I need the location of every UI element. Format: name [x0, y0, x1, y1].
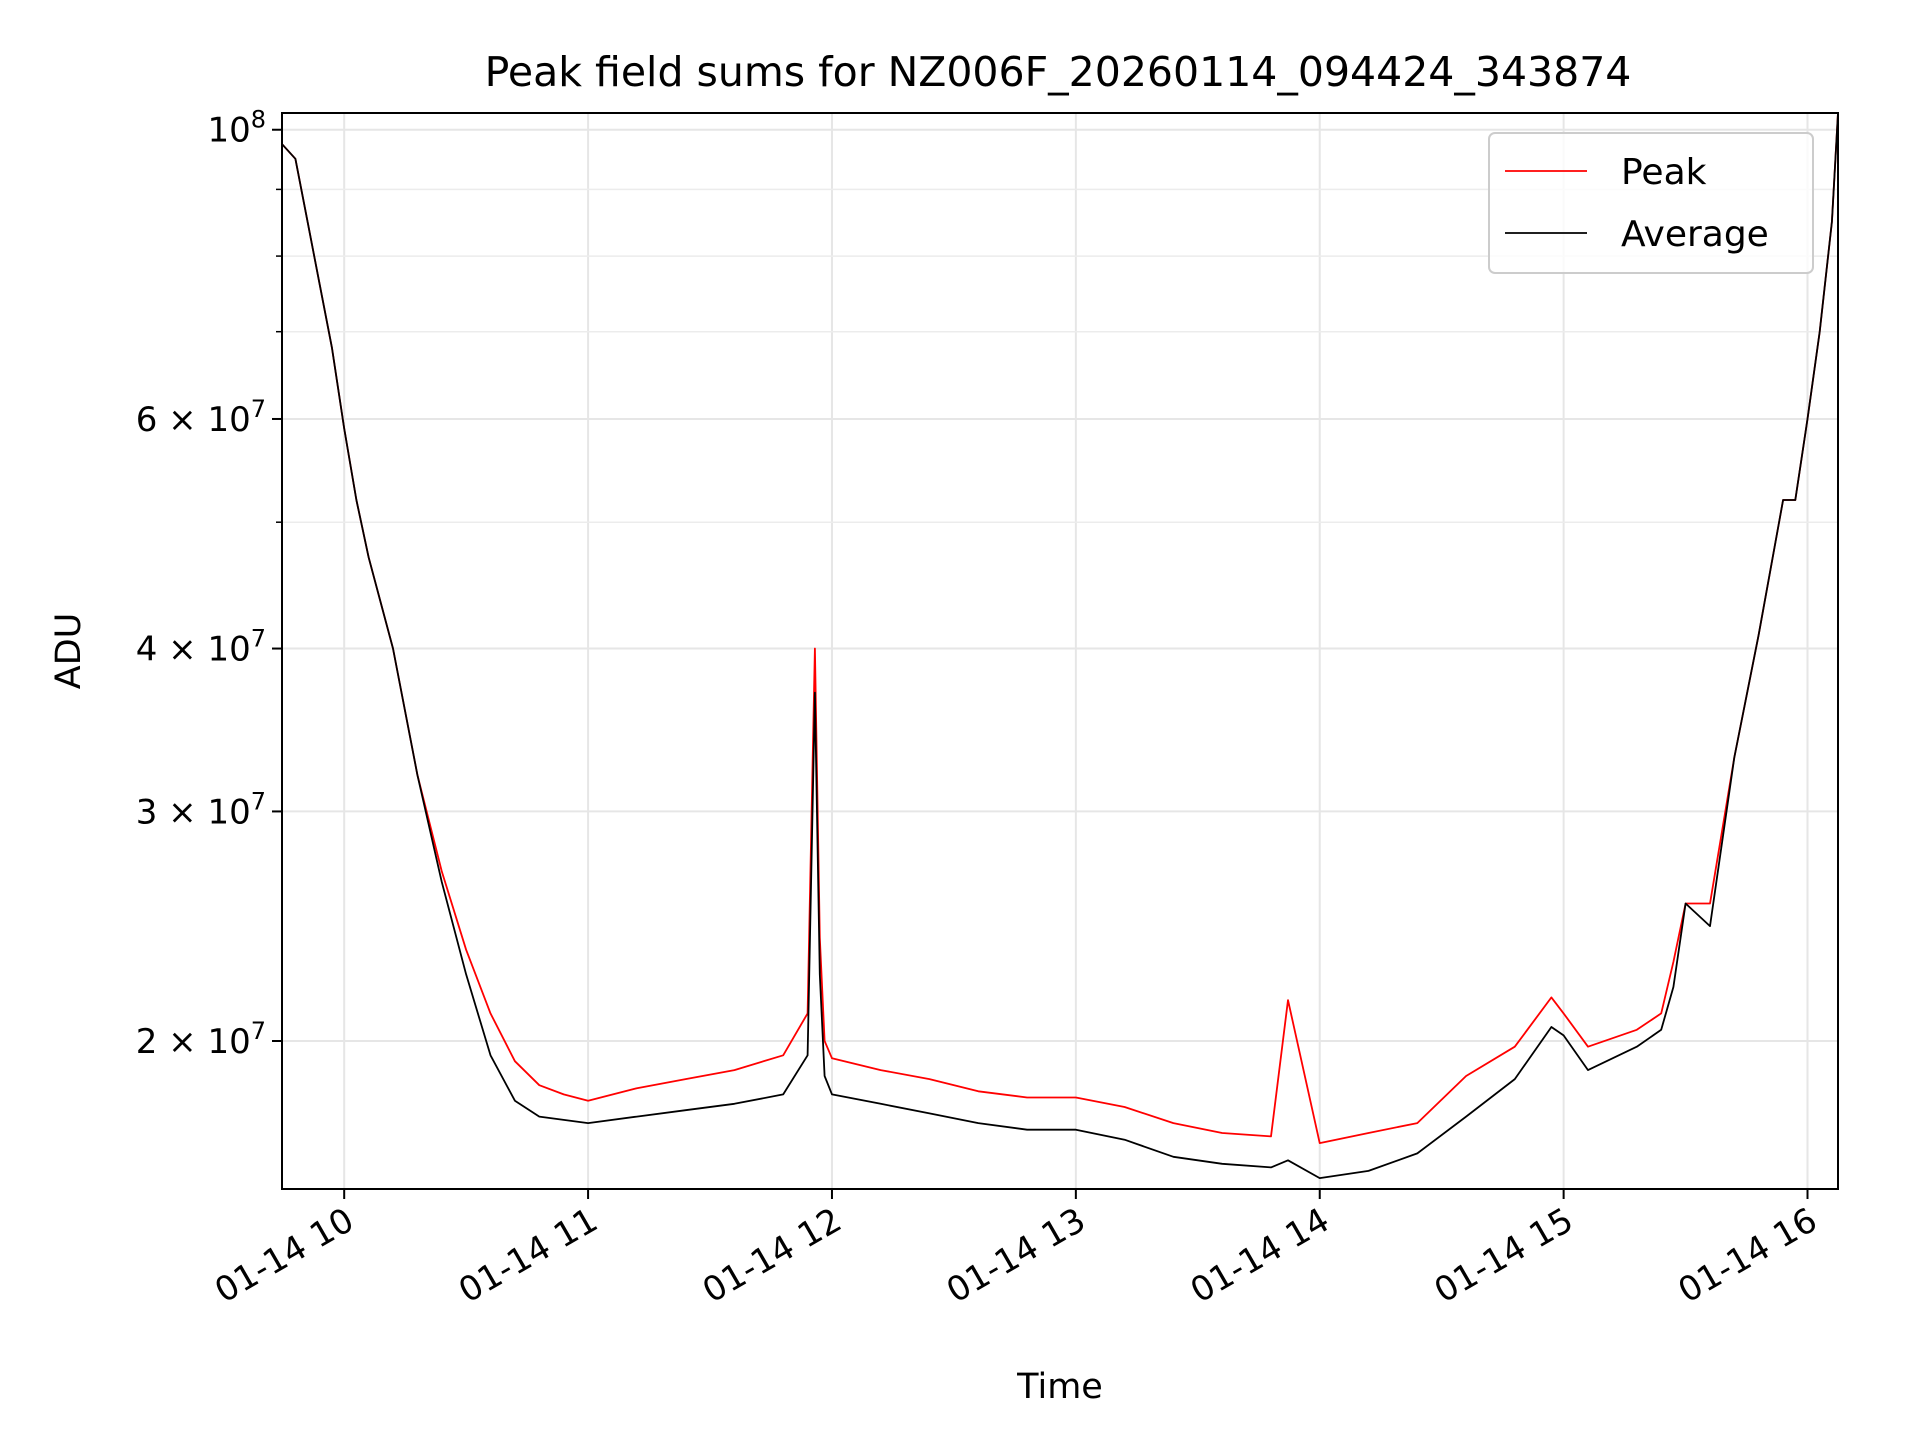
x-axis-label: Time	[1016, 1367, 1103, 1407]
y-tick-exponent: 7	[251, 787, 266, 815]
legend: Peak Average	[1488, 132, 1814, 274]
legend-label-average: Average	[1621, 214, 1769, 255]
y-tick-label: 108	[207, 106, 266, 151]
chart-title: Peak field sums for NZ006F_20260114_0944…	[485, 48, 1632, 96]
y-tick-base: 3 × 10	[136, 792, 251, 832]
y-tick-label: 6 × 107	[136, 395, 266, 440]
legend-box	[1488, 132, 1814, 274]
y-tick-exponent: 7	[251, 625, 266, 653]
y-tick-exponent: 7	[251, 1017, 266, 1045]
y-tick-base: 2 × 10	[136, 1022, 251, 1062]
y-tick-exponent: 7	[251, 395, 266, 423]
y-tick-label: 3 × 107	[136, 787, 266, 832]
plot-frame	[281, 112, 1839, 1190]
y-tick-base: 4 × 10	[136, 630, 251, 670]
y-tick-base: 10	[207, 111, 250, 151]
y-axis-label: ADU	[49, 613, 89, 690]
legend-label-peak: Peak	[1621, 152, 1707, 193]
series-line-average	[282, 113, 1838, 1179]
grid	[282, 113, 1838, 1189]
series-layer	[282, 113, 1838, 1179]
y-tick-label: 4 × 107	[136, 625, 266, 670]
y-tick-label: 2 × 107	[136, 1017, 266, 1062]
y-tick-base: 6 × 10	[136, 400, 251, 440]
y-tick-exponent: 8	[251, 106, 266, 134]
